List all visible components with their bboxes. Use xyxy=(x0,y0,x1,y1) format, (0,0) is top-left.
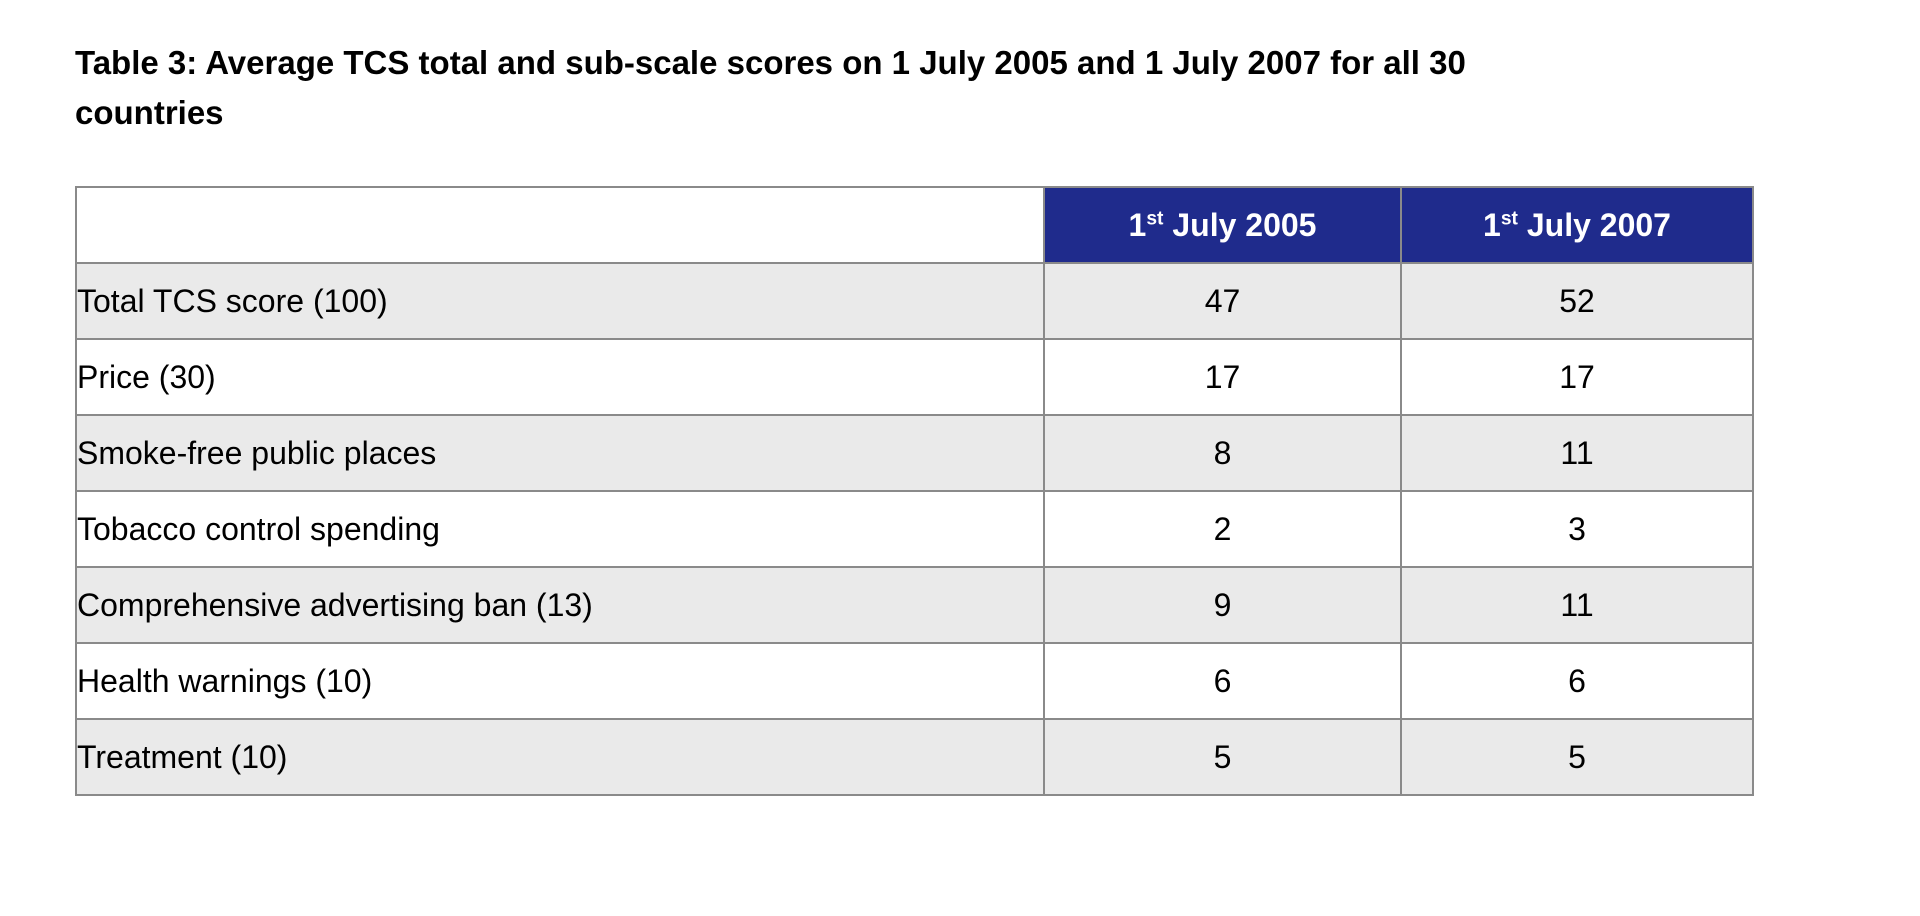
score-cell: 8 xyxy=(1043,414,1402,492)
row-label: Price (30) xyxy=(75,338,1045,416)
score-cell: 3 xyxy=(1400,490,1754,568)
table-row: Total TCS score (100) 47 52 xyxy=(75,262,1754,340)
header-blank-cell xyxy=(75,186,1045,264)
column-header-july-2007: 1st July 2007 xyxy=(1400,186,1754,264)
header-2007-num: 1 xyxy=(1483,206,1501,243)
score-cell: 52 xyxy=(1400,262,1754,340)
table-row: Smoke-free public places 8 11 xyxy=(75,414,1754,492)
score-cell: 11 xyxy=(1400,566,1754,644)
table-row: Price (30) 17 17 xyxy=(75,338,1754,416)
header-2005-num: 1 xyxy=(1128,206,1147,243)
score-cell: 6 xyxy=(1043,642,1402,720)
score-cell: 47 xyxy=(1043,262,1402,340)
row-label: Total TCS score (100) xyxy=(75,262,1045,340)
table-row: Tobacco control spending 2 3 xyxy=(75,490,1754,568)
table-row: Comprehensive advertising ban (13) 9 11 xyxy=(75,566,1754,644)
row-label: Smoke-free public places xyxy=(75,414,1045,492)
score-cell: 2 xyxy=(1043,490,1402,568)
score-cell: 17 xyxy=(1043,338,1402,416)
score-cell: 6 xyxy=(1400,642,1754,720)
score-cell: 11 xyxy=(1400,414,1754,492)
table-row: Health warnings (10) 6 6 xyxy=(75,642,1754,720)
header-2005-rest: July 2005 xyxy=(1172,206,1317,243)
table-row: Treatment (10) 5 5 xyxy=(75,718,1754,796)
header-2007-rest: July 2007 xyxy=(1526,206,1671,243)
row-label: Treatment (10) xyxy=(75,718,1045,796)
header-2007-ordinal: st xyxy=(1500,207,1518,229)
column-header-july-2005: 1st July 2005 xyxy=(1043,186,1402,264)
score-cell: 5 xyxy=(1043,718,1402,796)
tcs-scores-table: 1st July 2005 1st July 2007 Total TCS scor… xyxy=(75,186,1754,796)
score-cell: 17 xyxy=(1400,338,1754,416)
score-cell: 5 xyxy=(1400,718,1754,796)
header-row: 1st July 2005 1st July 2007 xyxy=(75,186,1754,264)
table-caption: Table 3: Average TCS total and sub-scale… xyxy=(75,44,1466,132)
row-label: Comprehensive advertising ban (13) xyxy=(75,566,1045,644)
row-label: Tobacco control spending xyxy=(75,490,1045,568)
score-cell: 9 xyxy=(1043,566,1402,644)
row-label: Health warnings (10) xyxy=(75,642,1045,720)
header-2005-ordinal: st xyxy=(1146,207,1164,229)
